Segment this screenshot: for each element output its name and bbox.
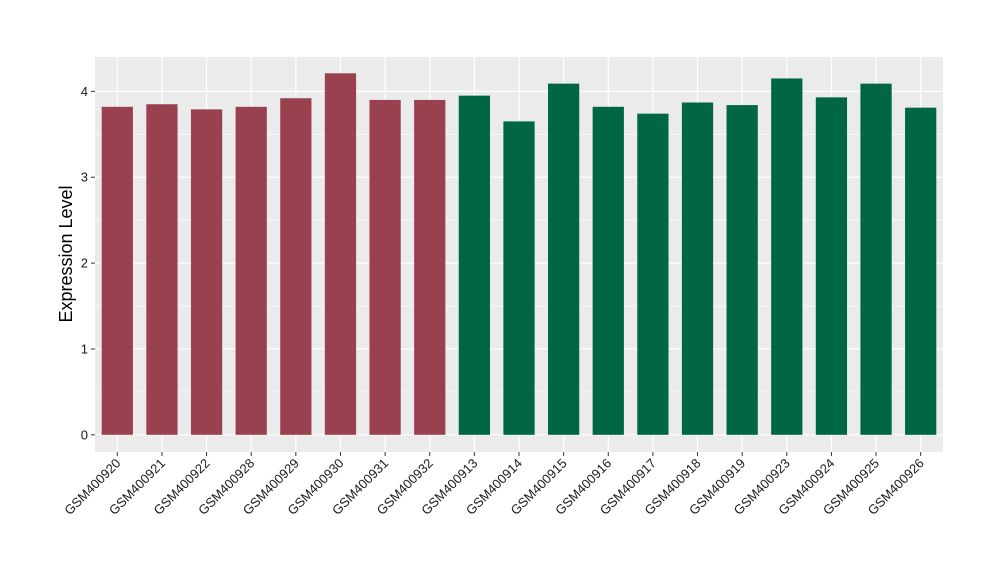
bar-GSM400919	[726, 105, 758, 435]
y-tick-label: 4	[81, 84, 88, 99]
bar-GSM400928	[235, 106, 267, 435]
y-axis: 0 1 2 3 4	[81, 84, 95, 442]
bar-GSM400922	[190, 109, 223, 435]
bar-GSM400916	[592, 106, 624, 435]
y-axis-title: Expression Level	[56, 185, 76, 322]
bar-GSM400930	[324, 73, 357, 435]
bar-GSM400932	[414, 99, 446, 435]
y-tick-label: 1	[81, 341, 88, 356]
bar-GSM400917	[637, 113, 669, 435]
bar-GSM400929	[280, 98, 312, 435]
x-axis: GSM400920GSM400921GSM400922GSM400928GSM4…	[61, 452, 927, 518]
y-tick-label: 2	[81, 256, 88, 271]
y-tick-label: 0	[81, 427, 88, 442]
bar-GSM400913	[458, 95, 490, 435]
bar-GSM400914	[503, 121, 535, 435]
bar-GSM400915	[548, 83, 580, 435]
bar-GSM400931	[369, 99, 401, 435]
bar-GSM400920	[101, 106, 133, 435]
bar-GSM400925	[860, 83, 892, 435]
bars	[101, 73, 937, 435]
bar-GSM400921	[146, 104, 178, 435]
bar-GSM400924	[815, 97, 848, 435]
bar-GSM400918	[681, 102, 714, 435]
bar-GSM400923	[771, 78, 803, 435]
y-tick-label: 3	[81, 170, 88, 185]
bar-GSM400926	[905, 107, 937, 435]
